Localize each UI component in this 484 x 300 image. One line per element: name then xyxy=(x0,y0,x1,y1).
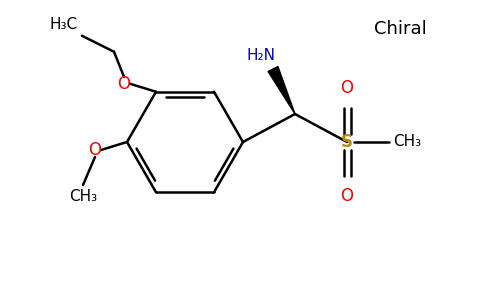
Text: O: O xyxy=(341,79,353,97)
Text: H₂N: H₂N xyxy=(246,48,275,63)
Text: H₃C: H₃C xyxy=(50,17,78,32)
Text: S: S xyxy=(341,133,353,151)
Polygon shape xyxy=(268,67,295,114)
Text: O: O xyxy=(341,187,353,205)
Text: O: O xyxy=(89,141,102,159)
Text: CH₃: CH₃ xyxy=(393,134,421,149)
Text: O: O xyxy=(118,75,131,93)
Text: CH₃: CH₃ xyxy=(69,189,97,204)
Text: Chiral: Chiral xyxy=(374,20,426,38)
